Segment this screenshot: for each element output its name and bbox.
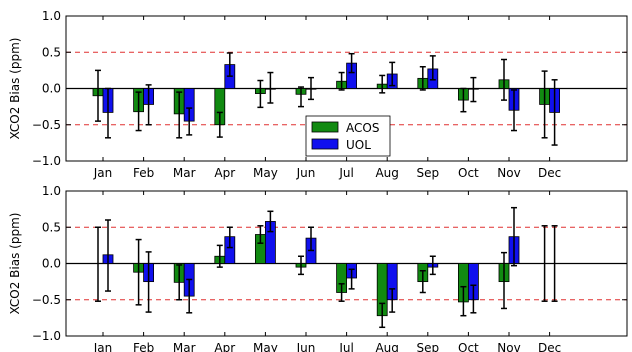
y-tick-label: −1.0 [32, 154, 61, 168]
legend-label-uol: UOL [346, 138, 371, 152]
x-tick-label: Dec [538, 166, 561, 180]
y-axis-label: XCO2 Bias (ppm) [8, 213, 22, 315]
legend-swatch-acos [311, 121, 339, 133]
x-tick-label: Apr [214, 166, 235, 180]
x-tick-label: Nov [497, 166, 520, 180]
y-tick-label: 1.0 [42, 184, 61, 198]
y-tick-label: 1.0 [42, 9, 61, 23]
legend-label-acos: ACOS [346, 121, 379, 135]
x-tick-label: Feb [133, 341, 154, 352]
x-tick-label: Aug [375, 341, 398, 352]
x-tick-label: May [253, 166, 278, 180]
y-tick-label: −1.0 [32, 329, 61, 343]
y-axis-label: XCO2 Bias (ppm) [8, 38, 22, 140]
x-tick-label: Jun [296, 341, 316, 352]
legend: ACOS UOL [305, 115, 391, 157]
x-tick-label: Feb [133, 166, 154, 180]
y-tick-label: 0.0 [42, 82, 61, 96]
x-tick-label: Mar [173, 341, 196, 352]
x-tick-label: Nov [497, 341, 520, 352]
y-tick-label: 0.5 [42, 220, 61, 234]
y-tick-label: −0.5 [32, 118, 61, 132]
y-tick-label: 0.5 [42, 45, 61, 59]
x-tick-label: Oct [458, 166, 479, 180]
x-tick-label: Dec [538, 341, 561, 352]
x-tick-label: Jul [338, 166, 353, 180]
legend-swatch-uol [311, 138, 339, 150]
x-tick-label: Mar [173, 166, 196, 180]
chart-panel-1: 1.0 0.5 0.0 −0.5 −1.0 Jan Feb Mar Apr May Jun Jul Au… [8, 9, 628, 180]
x-tick-label: Apr [214, 341, 235, 352]
y-tick-label: 0.0 [42, 257, 61, 271]
x-tick-label: Jun [296, 166, 316, 180]
chart-panel-2: 1.0 0.5 0.0 −0.5 −1.0 Jan Feb Mar Apr May Jun Jul Au… [8, 184, 628, 352]
x-tick-label: Sep [416, 166, 439, 180]
x-tick-label: Oct [458, 341, 479, 352]
x-tick-label: Jan [93, 166, 113, 180]
x-tick-label: Aug [375, 166, 398, 180]
x-tick-label: Sep [416, 341, 439, 352]
y-tick-label: −0.5 [32, 293, 61, 307]
x-tick-label: May [253, 341, 278, 352]
x-tick-label: Jul [338, 341, 353, 352]
x-tick-label: Jan [93, 341, 113, 352]
